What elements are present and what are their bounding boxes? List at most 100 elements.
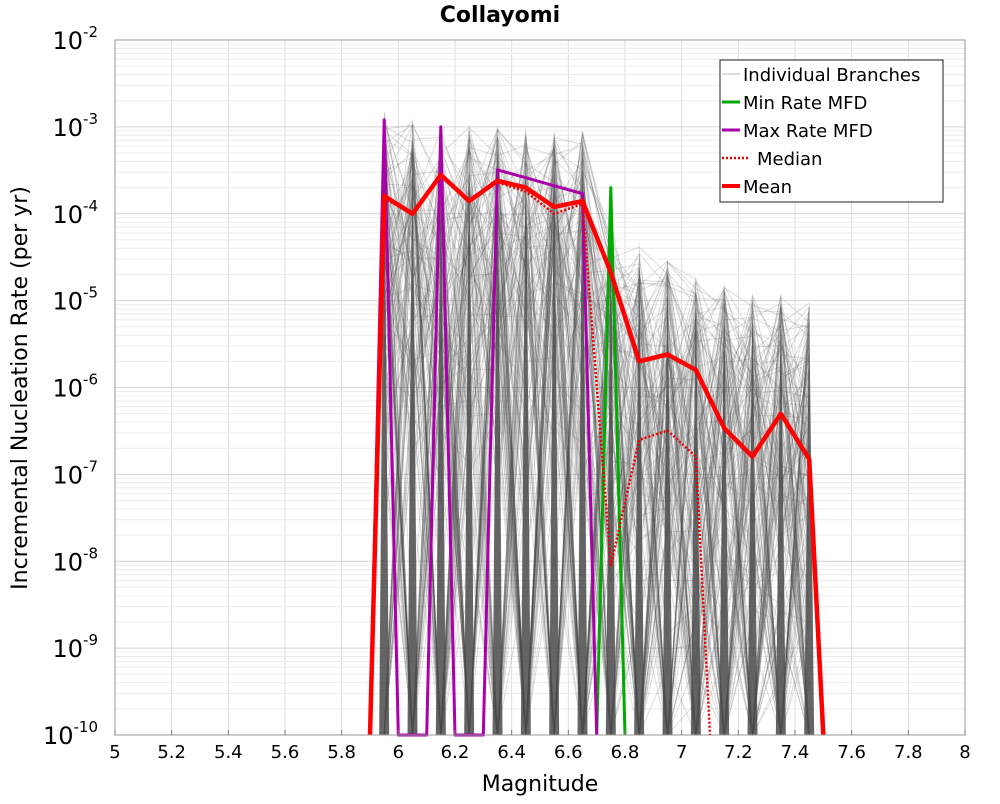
branch-line [383, 188, 810, 736]
branch-line [383, 200, 810, 736]
branch-line [383, 232, 810, 736]
y-tick-label: 10-8 [52, 544, 98, 576]
y-tick-label: 10-9 [52, 631, 98, 663]
branch-line [383, 198, 810, 736]
branch-line [383, 162, 810, 736]
branch-line [383, 168, 810, 736]
x-axis-ticks: 5 5.2 5.4 5.6 5.8 6 6.2 6.4 6.6 6.8 7 7.2 7.4 7.6 7.8 8 [109, 730, 971, 763]
branch-line [383, 126, 810, 736]
branch-line [383, 151, 810, 658]
branch-line [383, 218, 810, 736]
branch-line [383, 147, 810, 736]
branch-line [383, 221, 810, 736]
branch-line [383, 133, 810, 736]
legend-label: Mean [743, 177, 792, 198]
branch-line [383, 149, 810, 736]
branch-spike [492, 126, 503, 735]
branch-line [383, 117, 810, 736]
x-tick-label: 5 [109, 742, 120, 763]
branch-line [383, 180, 810, 736]
branch-line [383, 123, 810, 736]
branch-spike [775, 293, 786, 735]
branch-line [383, 149, 810, 736]
branch-line [383, 122, 810, 736]
branch-line [383, 138, 810, 736]
branch-line [383, 130, 810, 736]
branch-line [383, 148, 810, 518]
branch-line [384, 124, 810, 736]
branch-line [383, 153, 810, 736]
x-tick-label: 5.4 [214, 742, 243, 763]
branch-line [383, 126, 810, 736]
branch-line [383, 156, 810, 736]
branch-line [384, 148, 810, 736]
x-tick-label: 5.6 [271, 742, 300, 763]
branch-spike [605, 222, 616, 735]
x-tick-label: 6 [393, 742, 404, 763]
branch-spike [747, 293, 758, 735]
branch-spike [379, 111, 390, 735]
branch-line [383, 136, 810, 736]
branch-line [383, 133, 810, 736]
branch-line [383, 210, 810, 736]
branch-line [383, 130, 810, 736]
branch-line [383, 145, 810, 736]
branch-line [383, 191, 810, 736]
legend: Individual Branches Min Rate MFD Max Rate … [719, 59, 944, 203]
legend-label: Median [757, 149, 822, 170]
branch-line [383, 137, 810, 736]
branch-line [383, 156, 810, 736]
legend-box [719, 59, 944, 203]
branch-line [383, 136, 810, 736]
branch-line [383, 121, 810, 736]
series-line-mean [367, 172, 826, 736]
y-tick-label: 10-2 [52, 23, 98, 55]
branch-line [383, 163, 810, 736]
branch-line [383, 116, 810, 736]
series-line-min-rate-mfd [595, 186, 627, 736]
branch-line [383, 128, 810, 736]
branch-line [383, 147, 810, 736]
branch-spike [634, 239, 645, 735]
branch-line [383, 195, 810, 736]
branch-line [383, 161, 810, 736]
x-tick-label: 5.2 [157, 742, 186, 763]
branch-line [383, 149, 810, 736]
branch-line [383, 129, 810, 736]
branch-line [383, 144, 810, 736]
branch-line [383, 155, 810, 736]
branch-line [383, 211, 810, 736]
branch-line [383, 129, 810, 736]
x-tick-label: 7 [676, 742, 687, 763]
branch-line [383, 143, 810, 736]
branch-line [383, 137, 810, 736]
branch-line [383, 155, 810, 736]
branch-line [383, 225, 810, 736]
legend-label: Max Rate MFD [743, 121, 873, 142]
branch-line [383, 122, 810, 736]
branch-spike [407, 119, 418, 735]
branch-line [383, 253, 810, 736]
branch-line [383, 157, 810, 736]
branch-line [383, 283, 810, 736]
branch-line [383, 243, 810, 736]
branch-line [383, 185, 810, 736]
branch-line [383, 139, 810, 736]
branch-line [383, 225, 810, 736]
branch-line [383, 177, 810, 736]
branch-line [383, 153, 810, 736]
y-tick-label: 10-4 [52, 197, 98, 229]
branch-line [384, 140, 810, 736]
branch-line [383, 177, 810, 736]
branch-line [383, 177, 810, 736]
branch-line [383, 146, 810, 736]
branch-line [383, 120, 810, 736]
x-axis-label: Magnitude [482, 772, 599, 797]
branch-line [384, 194, 810, 736]
branch-line [383, 143, 810, 736]
branch-line [383, 138, 810, 736]
x-tick-label: 6.4 [497, 742, 526, 763]
branch-line [383, 195, 810, 736]
branch-line [384, 145, 810, 736]
